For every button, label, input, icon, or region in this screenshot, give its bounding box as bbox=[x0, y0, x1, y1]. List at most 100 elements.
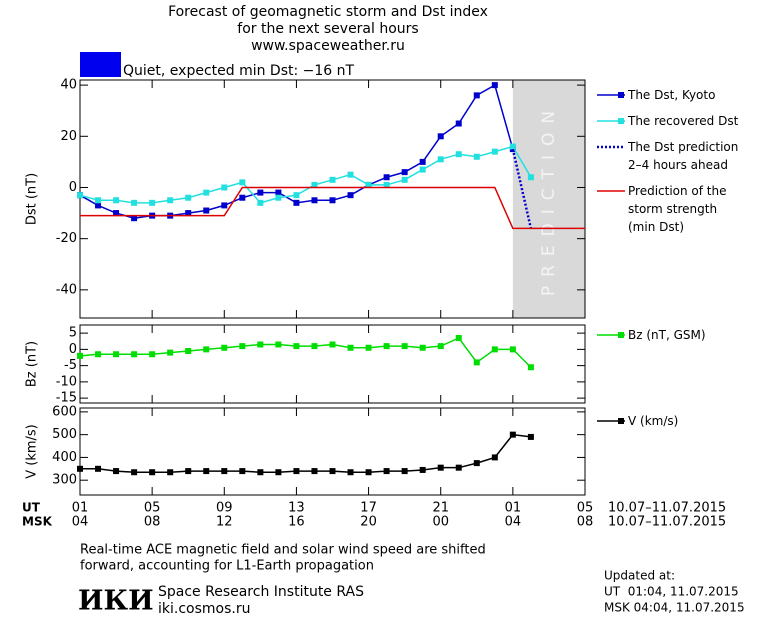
legend-label: The Dst prediction 2–4 hours ahead bbox=[627, 140, 738, 172]
marker bbox=[473, 460, 480, 467]
updated-line: Updated at: bbox=[604, 569, 675, 583]
series-line bbox=[79, 145, 532, 204]
legend-marker bbox=[618, 418, 624, 424]
y-tick-label: 400 bbox=[52, 450, 77, 465]
marker bbox=[203, 346, 210, 353]
marker bbox=[311, 197, 318, 204]
marker bbox=[347, 171, 354, 178]
marker bbox=[509, 346, 516, 353]
marker bbox=[347, 344, 354, 351]
marker bbox=[113, 351, 120, 358]
series-line bbox=[79, 337, 532, 368]
marker bbox=[509, 431, 516, 438]
y-tick-label: -40 bbox=[56, 282, 77, 297]
note-line: forward, accounting for L1-Earth propaga… bbox=[80, 559, 374, 574]
x-tick-label: 04 bbox=[72, 515, 89, 530]
marker bbox=[329, 197, 336, 204]
marker bbox=[311, 181, 318, 188]
marker bbox=[95, 465, 102, 472]
marker bbox=[383, 468, 390, 475]
marker bbox=[77, 192, 83, 199]
marker bbox=[185, 348, 192, 354]
marker bbox=[347, 192, 354, 199]
marker bbox=[293, 199, 300, 206]
y-tick-label: -15 bbox=[56, 391, 77, 406]
status-box bbox=[80, 52, 121, 77]
marker bbox=[203, 189, 210, 196]
marker bbox=[221, 202, 228, 209]
series-line bbox=[79, 83, 514, 219]
marker bbox=[221, 344, 228, 351]
marker bbox=[113, 197, 120, 204]
marker bbox=[293, 468, 300, 475]
marker bbox=[509, 143, 516, 150]
marker bbox=[95, 202, 102, 209]
marker bbox=[131, 469, 138, 476]
marker bbox=[401, 176, 408, 183]
marker bbox=[203, 207, 210, 214]
marker bbox=[239, 194, 246, 201]
marker bbox=[473, 153, 480, 160]
marker bbox=[383, 174, 390, 181]
title-line: for the next several hours bbox=[237, 21, 418, 37]
x-tick-label: 00 bbox=[432, 515, 449, 530]
marker bbox=[149, 469, 156, 476]
y-tick-label: -10 bbox=[56, 374, 77, 389]
x-tick-label: 20 bbox=[360, 515, 377, 530]
x-tick-label: 09 bbox=[216, 501, 233, 516]
legend-marker bbox=[618, 332, 624, 338]
title-line: Forecast of geomagnetic storm and Dst in… bbox=[168, 4, 488, 20]
marker bbox=[311, 468, 318, 475]
marker bbox=[185, 194, 192, 201]
marker bbox=[275, 194, 282, 201]
marker bbox=[275, 189, 282, 196]
y-tick-label: 0 bbox=[69, 342, 77, 357]
marker bbox=[473, 92, 480, 99]
x-tick-label: 08 bbox=[577, 515, 594, 530]
marker bbox=[401, 468, 408, 475]
legend-marker bbox=[618, 118, 624, 124]
date-range: 10.07–11.07.2015 bbox=[608, 501, 726, 516]
prediction-label: PREDICTION bbox=[539, 102, 559, 296]
marker bbox=[221, 184, 228, 191]
marker bbox=[437, 464, 444, 471]
marker bbox=[257, 199, 264, 206]
marker bbox=[275, 469, 282, 476]
marker bbox=[95, 197, 102, 204]
marker bbox=[239, 343, 246, 350]
marker bbox=[419, 466, 426, 473]
y-tick-label: 500 bbox=[52, 427, 77, 442]
y-tick-label: -5 bbox=[64, 358, 77, 373]
legend-label: Prediction of the storm strength (min Dst) bbox=[628, 184, 727, 234]
marker bbox=[293, 192, 300, 199]
x-tick-label: 08 bbox=[144, 515, 161, 530]
legend-label: Bz (nT, GSM) bbox=[628, 328, 706, 342]
y-axis-label: V (km/s) bbox=[25, 424, 40, 479]
plot-frame bbox=[79, 407, 586, 496]
marker bbox=[311, 343, 318, 350]
date-range: 10.07–11.07.2015 bbox=[608, 515, 726, 530]
series-line bbox=[80, 433, 531, 473]
marker bbox=[95, 351, 102, 358]
site: iki.cosmos.ru bbox=[158, 601, 250, 617]
x-tick-label: 16 bbox=[288, 515, 305, 530]
marker bbox=[239, 179, 246, 186]
series-line bbox=[80, 186, 585, 230]
updated-line: UT 01:04, 11.07.2015 bbox=[604, 585, 739, 599]
marker bbox=[383, 181, 390, 188]
marker bbox=[77, 465, 83, 472]
y-tick-label: 40 bbox=[60, 78, 77, 93]
marker bbox=[401, 343, 408, 350]
marker bbox=[437, 156, 444, 163]
marker bbox=[455, 335, 462, 341]
marker bbox=[455, 151, 462, 158]
marker bbox=[437, 343, 444, 350]
marker bbox=[365, 344, 372, 351]
marker bbox=[77, 352, 83, 359]
legend-marker bbox=[618, 92, 624, 98]
marker bbox=[365, 469, 372, 476]
series-line bbox=[511, 148, 533, 229]
x-row-label: MSK bbox=[22, 515, 53, 529]
marker bbox=[239, 468, 246, 475]
y-axis-label: Dst (nT) bbox=[25, 173, 40, 225]
